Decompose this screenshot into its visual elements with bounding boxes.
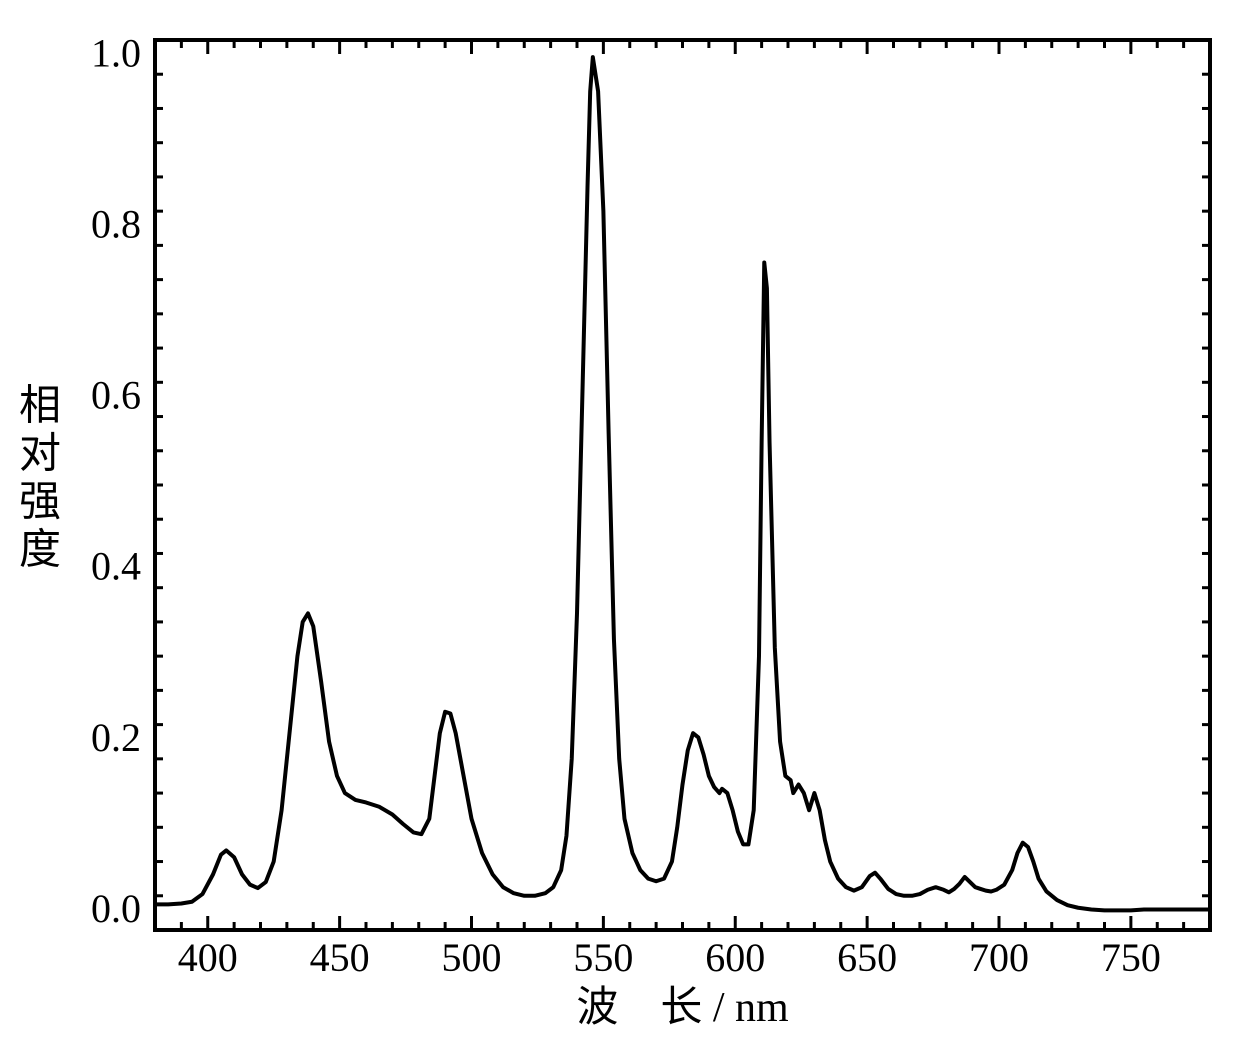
y-tick-label: 0.2 — [91, 715, 141, 760]
y-tick-label: 0.8 — [91, 201, 141, 246]
y-axis-label-char: 强 — [19, 480, 61, 526]
x-tick-label: 400 — [178, 935, 238, 980]
y-tick-label: 1.0 — [91, 30, 141, 75]
chart-svg: 400 450 500 550 600 650 700 750 0.0 0.2 0.4 0.6 0.8 1… — [0, 0, 1240, 1064]
y-axis-label-char: 度 — [19, 528, 61, 574]
x-tick-label: 550 — [573, 935, 633, 980]
y-tick-label: 0.6 — [91, 373, 141, 418]
x-tick-label: 500 — [442, 935, 502, 980]
x-tick-label: 700 — [969, 935, 1029, 980]
x-axis-label: 波 长 / nm — [576, 985, 789, 1031]
spectrum-chart: 400 450 500 550 600 650 700 750 0.0 0.2 0.4 0.6 0.8 1… — [0, 0, 1240, 1064]
x-tick-label: 650 — [837, 935, 897, 980]
x-tick-label: 450 — [310, 935, 370, 980]
x-tick-label: 750 — [1101, 935, 1161, 980]
x-tick-label: 600 — [705, 935, 765, 980]
y-tick-label: 0.0 — [91, 886, 141, 931]
y-axis-label-char: 对 — [19, 432, 61, 478]
y-axis-label-char: 相 — [19, 384, 61, 430]
y-tick-label: 0.4 — [91, 544, 141, 589]
